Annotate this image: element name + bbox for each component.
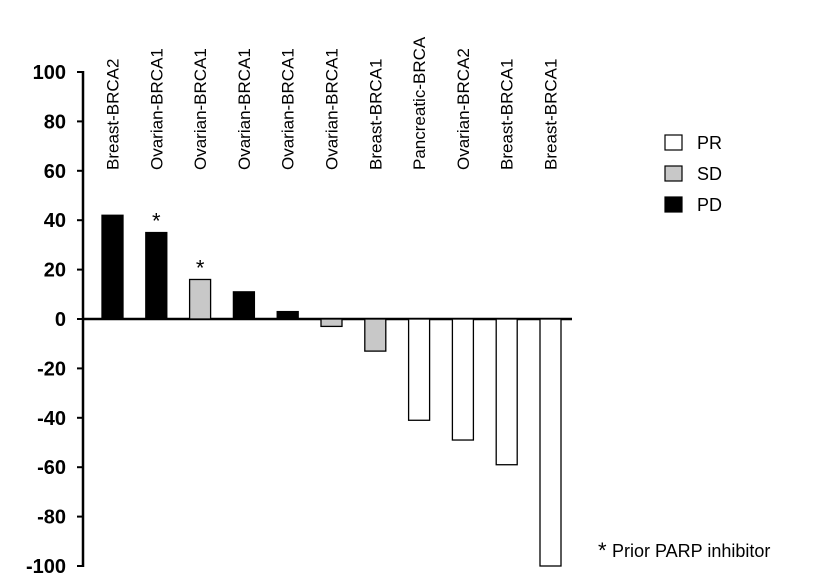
prior-parp-markers: ** (152, 209, 205, 281)
y-tick-label: 40 (44, 210, 66, 232)
bar-3 (188, 278, 212, 320)
bar-6 (320, 318, 343, 328)
bar-1 (101, 214, 124, 320)
bar-5 (276, 310, 299, 320)
category-label: Pancreatic-BRCA (410, 36, 429, 170)
y-tick-label: 100 (33, 62, 66, 84)
legend-swatch-pr (664, 134, 683, 151)
y-tick-label: 80 (44, 111, 66, 133)
category-label: Ovarian-BRCA1 (191, 48, 210, 170)
category-label: Ovarian-BRCA1 (323, 48, 342, 170)
category-label: Ovarian-BRCA2 (454, 48, 473, 170)
legend-swatch-pd (664, 196, 683, 213)
bar-11 (539, 318, 562, 567)
legend-label-sd: SD (697, 164, 722, 184)
y-tick-label: -60 (37, 457, 66, 479)
annotation-text: Prior PARP inhibitor (612, 541, 770, 561)
y-tick-label: -100 (26, 556, 66, 578)
legend: PR SD PD (664, 133, 722, 215)
prior-parp-star: * (196, 255, 205, 280)
category-label: Ovarian-BRCA1 (279, 48, 298, 170)
category-label: Breast-BRCA2 (104, 59, 123, 170)
y-tick-label: -40 (37, 408, 66, 430)
y-tick-label: 20 (44, 260, 66, 282)
bar-2 (145, 231, 168, 320)
bar-4 (232, 291, 256, 320)
bar-9 (451, 318, 475, 441)
y-tick-label: -20 (37, 358, 66, 380)
bar-7 (364, 318, 387, 352)
bar-8 (407, 318, 431, 421)
y-tick-label: 0 (55, 309, 66, 331)
bars (101, 214, 562, 567)
category-label: Ovarian-BRCA1 (147, 48, 166, 170)
category-label: Breast-BRCA1 (498, 59, 517, 170)
y-tick-label: -80 (37, 507, 66, 529)
category-label: Breast-BRCA1 (366, 59, 385, 170)
bar-10 (495, 318, 518, 466)
annotation: * Prior PARP inhibitor (598, 538, 770, 563)
legend-label-pd: PD (697, 195, 722, 215)
prior-parp-star: * (152, 209, 161, 234)
legend-swatch-sd (664, 165, 683, 182)
category-labels: Breast-BRCA2 Ovarian-BRCA1 Ovarian-BRCA1 Ov… (104, 36, 561, 170)
y-tick-label: 60 (44, 161, 66, 183)
legend-label-pr: PR (697, 133, 722, 153)
annotation-star: * (598, 538, 607, 563)
category-label: Breast-BRCA1 (542, 59, 561, 170)
category-label: Ovarian-BRCA1 (235, 48, 254, 170)
